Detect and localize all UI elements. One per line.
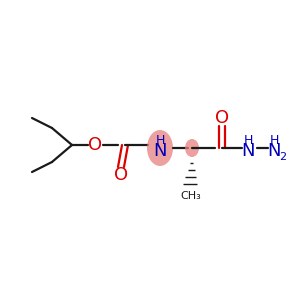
- Ellipse shape: [147, 130, 173, 166]
- Ellipse shape: [185, 139, 199, 157]
- Text: O: O: [215, 109, 229, 127]
- Text: H: H: [243, 134, 253, 146]
- Text: 2: 2: [279, 152, 286, 162]
- Text: O: O: [114, 166, 128, 184]
- Text: H: H: [155, 134, 165, 146]
- Text: N: N: [267, 142, 281, 160]
- Text: N: N: [241, 142, 255, 160]
- Text: O: O: [88, 136, 102, 154]
- Text: N: N: [153, 142, 167, 160]
- Text: CH₃: CH₃: [181, 191, 201, 201]
- Text: H: H: [269, 134, 279, 146]
